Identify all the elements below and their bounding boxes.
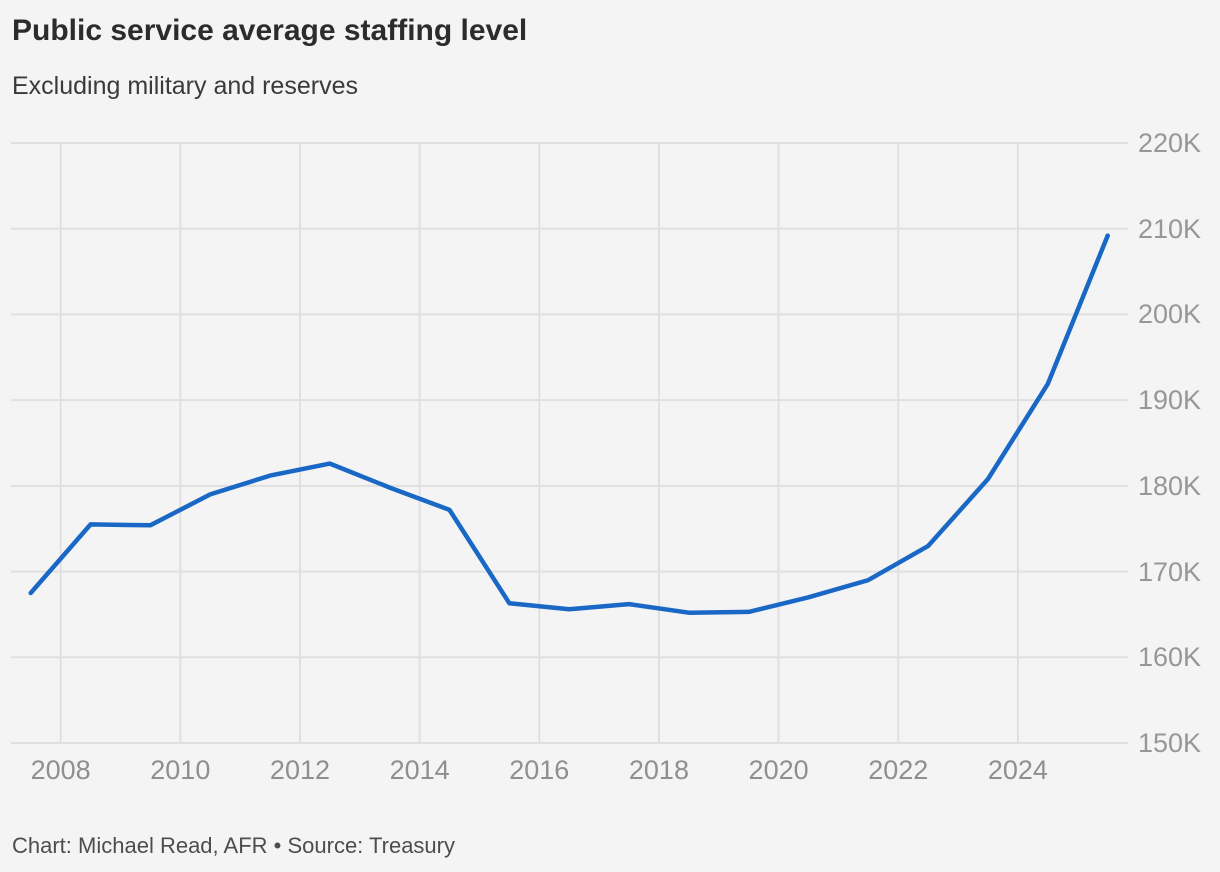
y-tick-label-200k: 200K [1138, 299, 1202, 330]
y-tick-label-210k: 210K [1138, 213, 1202, 244]
y-tick-label-180k: 180K [1138, 470, 1202, 501]
y-tick-label-160k: 160K [1138, 642, 1202, 673]
x-tick-label-2024: 2024 [987, 755, 1048, 785]
x-tick-label-2016: 2016 [509, 755, 570, 785]
x-tick-label-2022: 2022 [868, 755, 929, 785]
x-tick-label-2010: 2010 [150, 755, 211, 785]
series-line-average-staffing-level [28, 233, 1110, 615]
y-tick-label-220k: 220K [1138, 128, 1202, 158]
x-tick-label-2020: 2020 [748, 755, 809, 785]
x-tick-label-2012: 2012 [269, 755, 330, 785]
chart-subtitle: Excluding military and reserves [12, 72, 358, 100]
y-tick-label-170k: 170K [1138, 556, 1202, 587]
y-tick-label-190k: 190K [1138, 385, 1202, 416]
x-tick-label-2018: 2018 [628, 755, 689, 785]
chart-attribution: Chart: Michael Read, AFR • Source: Treas… [12, 833, 455, 858]
x-tick-label-2008: 2008 [30, 755, 91, 785]
x-tick-label-2014: 2014 [389, 755, 450, 785]
y-tick-label-150k: 150K [1138, 728, 1202, 758]
chart-title: Public service average staffing level [12, 14, 528, 47]
